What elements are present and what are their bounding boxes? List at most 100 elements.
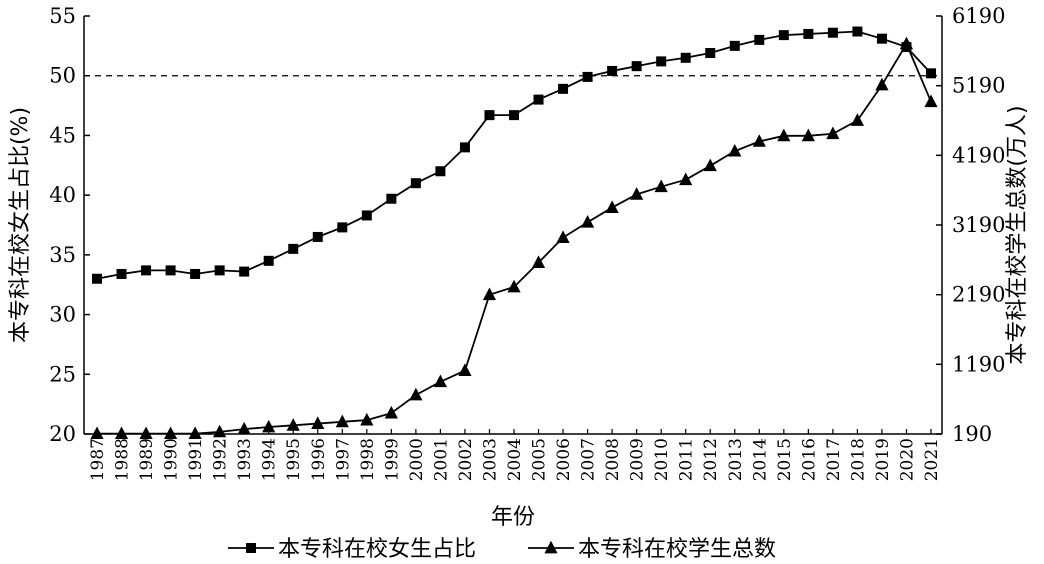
triangle-marker (605, 200, 619, 213)
x-tick-label: 2013 (726, 438, 746, 481)
square-marker (680, 52, 691, 63)
triangle-marker (213, 424, 227, 438)
right-y-axis-title: 本专科在校学生总数(万人) (1005, 105, 1030, 364)
triangle-marker (237, 421, 251, 435)
triangle-marker (924, 94, 938, 108)
right-y-tick-label: 1190 (952, 352, 1005, 376)
x-tick-label: 2017 (824, 438, 844, 481)
x-tick-label: 2007 (579, 438, 599, 481)
square-marker (876, 33, 887, 44)
square-marker (778, 30, 789, 41)
x-tick-label: 2009 (628, 438, 648, 481)
square-marker (435, 166, 446, 177)
right-y-tick-label: 4190 (952, 143, 1005, 167)
x-tick-label: 1996 (309, 438, 329, 481)
triangle-marker (544, 540, 558, 554)
square-marker (582, 71, 593, 82)
triangle-marker (262, 419, 276, 433)
series-2 (90, 36, 938, 440)
left-y-tick-label: 30 (49, 303, 76, 327)
x-tick-labels: 1987 1988 1989 1990 1991 1992 1993 1994 1995 1996… (88, 438, 942, 481)
x-tick-label: 2019 (873, 438, 893, 481)
legend-label: 本专科在校学生总数 (578, 537, 776, 562)
x-tick-label: 1994 (260, 438, 280, 481)
left-y-tick-label: 45 (49, 123, 76, 147)
square-marker (509, 110, 519, 121)
x-tick-label: 2021 (922, 438, 942, 481)
triangle-marker (507, 279, 521, 293)
square-marker (92, 273, 102, 284)
x-tick-label: 2014 (750, 438, 770, 481)
square-marker (116, 268, 127, 279)
square-marker (926, 68, 936, 79)
x-tick-label: 1998 (358, 438, 378, 481)
left-y-axis-title: 本专科在校女生占比(%) (8, 107, 33, 343)
x-tick-label: 2006 (554, 438, 574, 481)
left-y-tick-label: 20 (49, 422, 76, 446)
triangle-marker (875, 77, 889, 91)
x-tick-label: 1990 (162, 438, 182, 481)
x-tick-label: 2016 (799, 438, 819, 481)
triangle-marker (433, 374, 448, 388)
right-y-tick-label: 190 (952, 422, 992, 446)
triangle-marker (679, 172, 693, 186)
series-group (90, 26, 938, 440)
triangle-marker (703, 158, 717, 172)
right-y-tick-label: 6190 (952, 4, 1005, 28)
x-tick-label: 1988 (113, 438, 133, 481)
triangle-marker (335, 414, 349, 428)
triangle-marker (458, 363, 472, 377)
square-marker (705, 48, 716, 59)
square-marker (312, 231, 323, 242)
square-marker (754, 34, 765, 45)
legend-label: 本专科在校女生占比 (278, 537, 476, 562)
square-marker (263, 255, 274, 266)
square-marker (558, 83, 569, 94)
left-y-tick-label: 35 (49, 243, 76, 267)
triangle-marker (630, 187, 644, 200)
triangle-marker (654, 179, 668, 193)
square-marker (484, 110, 495, 121)
triangle-marker (531, 255, 546, 269)
x-tick-label: 1997 (333, 438, 353, 481)
right-y-tick-label: 2190 (952, 283, 1005, 307)
square-marker (656, 56, 667, 67)
square-marker (190, 268, 201, 279)
x-tick-label: 2008 (603, 438, 623, 481)
x-tick-label: 1993 (235, 438, 255, 481)
triangle-marker (163, 426, 178, 440)
square-marker (246, 543, 256, 553)
series-1 (92, 26, 936, 284)
x-tick-label: 2020 (897, 438, 917, 481)
left-y-tick-label: 50 (49, 64, 76, 88)
right-y-tick-label: 5190 (952, 74, 1005, 98)
triangle-marker (801, 128, 815, 142)
triangle-marker (360, 412, 374, 426)
x-tick-label: 2018 (848, 438, 868, 481)
triangle-marker (556, 230, 570, 243)
x-tick-label: 2000 (407, 438, 427, 481)
square-marker (533, 94, 544, 105)
x-tick-label: 2002 (456, 438, 476, 481)
square-marker (852, 26, 863, 37)
square-marker (337, 222, 348, 233)
square-marker (729, 40, 740, 51)
x-tick-label: 2015 (775, 438, 795, 481)
x-tick-label: 2011 (677, 438, 697, 481)
left-y-tick-label: 40 (49, 183, 76, 207)
triangle-marker (188, 426, 202, 440)
triangle-marker (826, 126, 840, 140)
series-line (97, 41, 932, 435)
triangle-marker (311, 416, 325, 429)
square-marker (803, 28, 814, 39)
x-axis-title: 年份 (491, 505, 535, 530)
square-marker (361, 210, 372, 221)
triangle-marker (777, 128, 791, 142)
x-tick-label: 2004 (505, 438, 525, 481)
x-tick-label: 1987 (88, 438, 108, 481)
triangle-marker (580, 215, 595, 228)
x-tick-label: 1992 (211, 438, 231, 481)
square-marker (214, 265, 225, 276)
square-marker (141, 265, 152, 276)
triangle-marker (728, 143, 742, 157)
